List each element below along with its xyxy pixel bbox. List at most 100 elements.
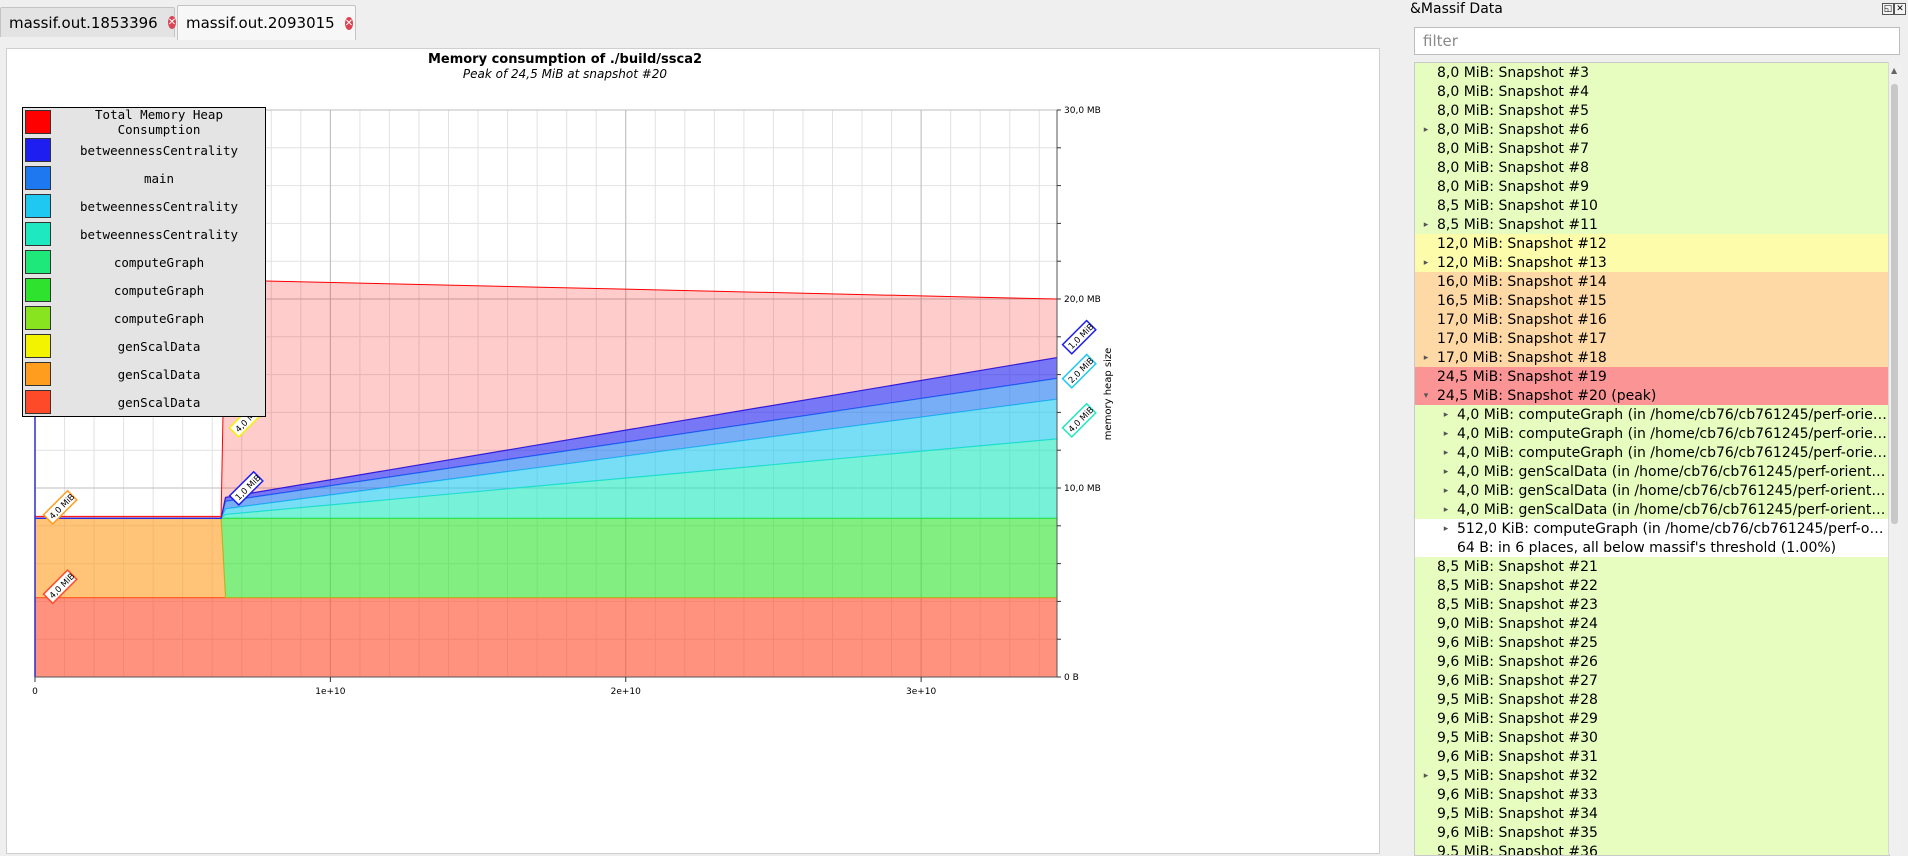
snapshot-row[interactable]: 16,5 MiB: Snapshot #15 xyxy=(1415,291,1889,310)
snapshot-row[interactable]: 17,0 MiB: Snapshot #16 xyxy=(1415,310,1889,329)
close-icon[interactable]: ✕ xyxy=(345,17,353,30)
legend-label: betweennessCentrality xyxy=(53,143,265,158)
snapshot-row[interactable]: ▸8,0 MiB: Snapshot #6 xyxy=(1415,120,1889,139)
collapsed-arrow-icon[interactable]: ▸ xyxy=(1435,486,1457,496)
snapshot-row[interactable]: 8,5 MiB: Snapshot #23 xyxy=(1415,595,1889,614)
tree-child-row[interactable]: ▸4,0 MiB: genScalData (in /home/cb76/cb7… xyxy=(1415,462,1889,481)
row-label: 8,0 MiB: Snapshot #8 xyxy=(1437,160,1589,176)
legend-entry: genScalData xyxy=(23,332,265,360)
legend-label: main xyxy=(53,171,265,186)
snapshot-row[interactable]: 9,5 MiB: Snapshot #30 xyxy=(1415,728,1889,747)
snapshot-row[interactable]: 9,6 MiB: Snapshot #27 xyxy=(1415,671,1889,690)
legend-entry: betweennessCentrality xyxy=(23,136,265,164)
snapshot-row[interactable]: 9,6 MiB: Snapshot #31 xyxy=(1415,747,1889,766)
snapshot-row[interactable]: 8,0 MiB: Snapshot #7 xyxy=(1415,139,1889,158)
snapshot-row[interactable]: 16,0 MiB: Snapshot #14 xyxy=(1415,272,1889,291)
legend-entry: genScalData xyxy=(23,388,265,416)
legend-entry: computeGraph xyxy=(23,304,265,332)
row-label: 17,0 MiB: Snapshot #17 xyxy=(1437,331,1607,347)
snapshot-row[interactable]: 8,0 MiB: Snapshot #3 xyxy=(1415,63,1889,82)
snapshot-row[interactable]: 8,0 MiB: Snapshot #9 xyxy=(1415,177,1889,196)
snapshot-row[interactable]: ▸8,5 MiB: Snapshot #11 xyxy=(1415,215,1889,234)
legend-swatch xyxy=(25,306,51,330)
row-label: 8,0 MiB: Snapshot #3 xyxy=(1437,65,1589,81)
row-label: 8,5 MiB: Snapshot #11 xyxy=(1437,217,1598,233)
row-label: 9,6 MiB: Snapshot #35 xyxy=(1437,825,1598,841)
snapshot-row[interactable]: 9,6 MiB: Snapshot #26 xyxy=(1415,652,1889,671)
expanded-arrow-icon[interactable]: ▾ xyxy=(1415,391,1437,401)
tree-child-row[interactable]: ▸4,0 MiB: computeGraph (in /home/cb76/cb… xyxy=(1415,405,1889,424)
tree-child-row[interactable]: ▸4,0 MiB: computeGraph (in /home/cb76/cb… xyxy=(1415,443,1889,462)
legend-entry: betweennessCentrality xyxy=(23,192,265,220)
row-label: 9,5 MiB: Snapshot #28 xyxy=(1437,692,1598,708)
snapshot-row[interactable]: 17,0 MiB: Snapshot #17 xyxy=(1415,329,1889,348)
row-label: 12,0 MiB: Snapshot #13 xyxy=(1437,255,1607,271)
snapshot-row[interactable]: 9,0 MiB: Snapshot #24 xyxy=(1415,614,1889,633)
chart-legend: Total Memory Heap Consumption betweenness… xyxy=(22,107,266,417)
collapsed-arrow-icon[interactable]: ▸ xyxy=(1435,448,1457,458)
tab-label: massif.out.2093015 xyxy=(186,14,335,32)
legend-label: Total Memory Heap Consumption xyxy=(53,107,265,137)
snapshot-row[interactable]: ▾24,5 MiB: Snapshot #20 (peak) xyxy=(1415,386,1889,405)
snapshot-row[interactable]: 8,0 MiB: Snapshot #4 xyxy=(1415,82,1889,101)
scroll-up-icon[interactable]: ▲ xyxy=(1891,66,1897,75)
legend-swatch xyxy=(25,250,51,274)
y-tick-label: 0 B xyxy=(1064,673,1079,683)
snapshot-row[interactable]: ▸17,0 MiB: Snapshot #18 xyxy=(1415,348,1889,367)
snapshot-row[interactable]: 9,6 MiB: Snapshot #29 xyxy=(1415,709,1889,728)
snapshot-row[interactable]: 12,0 MiB: Snapshot #12 xyxy=(1415,234,1889,253)
legend-label: computeGraph xyxy=(53,311,265,326)
row-label: 4,0 MiB: genScalData (in /home/cb76/cb76… xyxy=(1457,464,1889,480)
row-label: 8,5 MiB: Snapshot #23 xyxy=(1437,597,1598,613)
snapshot-row[interactable]: 9,5 MiB: Snapshot #28 xyxy=(1415,690,1889,709)
collapsed-arrow-icon[interactable]: ▸ xyxy=(1415,353,1437,363)
collapsed-arrow-icon[interactable]: ▸ xyxy=(1415,125,1437,135)
float-icon[interactable]: ◱ xyxy=(1882,3,1894,15)
snapshot-row[interactable]: 8,5 MiB: Snapshot #22 xyxy=(1415,576,1889,595)
tree-child-row[interactable]: ▸4,0 MiB: genScalData (in /home/cb76/cb7… xyxy=(1415,481,1889,500)
tree-child-row[interactable]: ▸4,0 MiB: computeGraph (in /home/cb76/cb… xyxy=(1415,424,1889,443)
legend-swatch xyxy=(25,222,51,246)
snapshot-row[interactable]: 8,5 MiB: Snapshot #21 xyxy=(1415,557,1889,576)
legend-swatch xyxy=(25,362,51,386)
tree-child-row[interactable]: 64 B: in 6 places, all below massif's th… xyxy=(1415,538,1889,557)
tab-massif-out-2093015[interactable]: massif.out.2093015 ✕ xyxy=(177,5,356,40)
row-label: 9,5 MiB: Snapshot #32 xyxy=(1437,768,1598,784)
x-tick-label: 3e+10 xyxy=(906,687,937,697)
y-tick-label: 20,0 MB xyxy=(1064,295,1101,305)
collapsed-arrow-icon[interactable]: ▸ xyxy=(1435,429,1457,439)
scrollbar-thumb[interactable] xyxy=(1891,84,1898,524)
tree-child-row[interactable]: ▸4,0 MiB: genScalData (in /home/cb76/cb7… xyxy=(1415,500,1889,519)
collapsed-arrow-icon[interactable]: ▸ xyxy=(1435,467,1457,477)
collapsed-arrow-icon[interactable]: ▸ xyxy=(1415,220,1437,230)
snapshot-row[interactable]: 9,6 MiB: Snapshot #25 xyxy=(1415,633,1889,652)
tab-massif-out-1853396[interactable]: massif.out.1853396 ✕ xyxy=(0,7,175,37)
snapshot-row[interactable]: 24,5 MiB: Snapshot #19 xyxy=(1415,367,1889,386)
snapshot-row[interactable]: ▸9,5 MiB: Snapshot #32 xyxy=(1415,766,1889,785)
row-label: 9,5 MiB: Snapshot #30 xyxy=(1437,730,1598,746)
tree-child-row[interactable]: ▸512,0 KiB: computeGraph (in /home/cb76/… xyxy=(1415,519,1889,538)
collapsed-arrow-icon[interactable]: ▸ xyxy=(1435,524,1457,534)
snapshot-row[interactable]: 8,0 MiB: Snapshot #8 xyxy=(1415,158,1889,177)
tree-scrollbar[interactable]: ▲ xyxy=(1888,62,1901,854)
snapshot-row[interactable]: 9,5 MiB: Snapshot #34 xyxy=(1415,804,1889,823)
close-icon[interactable]: ✕ xyxy=(168,16,176,29)
collapsed-arrow-icon[interactable]: ▸ xyxy=(1415,258,1437,268)
row-label: 17,0 MiB: Snapshot #16 xyxy=(1437,312,1607,328)
snapshot-row[interactable]: 9,6 MiB: Snapshot #35 xyxy=(1415,823,1889,842)
snapshot-row[interactable]: 8,0 MiB: Snapshot #5 xyxy=(1415,101,1889,120)
x-tick-label: 2e+10 xyxy=(611,687,642,697)
collapsed-arrow-icon[interactable]: ▸ xyxy=(1435,410,1457,420)
row-label: 9,6 MiB: Snapshot #29 xyxy=(1437,711,1598,727)
collapsed-arrow-icon[interactable]: ▸ xyxy=(1435,505,1457,515)
close-panel-icon[interactable]: ✕ xyxy=(1894,3,1906,15)
x-tick-label: 1e+10 xyxy=(315,687,346,697)
filter-input[interactable] xyxy=(1414,27,1900,55)
row-label: 4,0 MiB: computeGraph (in /home/cb76/cb7… xyxy=(1457,426,1889,442)
snapshot-row[interactable]: 8,5 MiB: Snapshot #10 xyxy=(1415,196,1889,215)
collapsed-arrow-icon[interactable]: ▸ xyxy=(1415,771,1437,781)
snapshot-row[interactable]: ▸12,0 MiB: Snapshot #13 xyxy=(1415,253,1889,272)
snapshot-row[interactable]: 9,6 MiB: Snapshot #33 xyxy=(1415,785,1889,804)
